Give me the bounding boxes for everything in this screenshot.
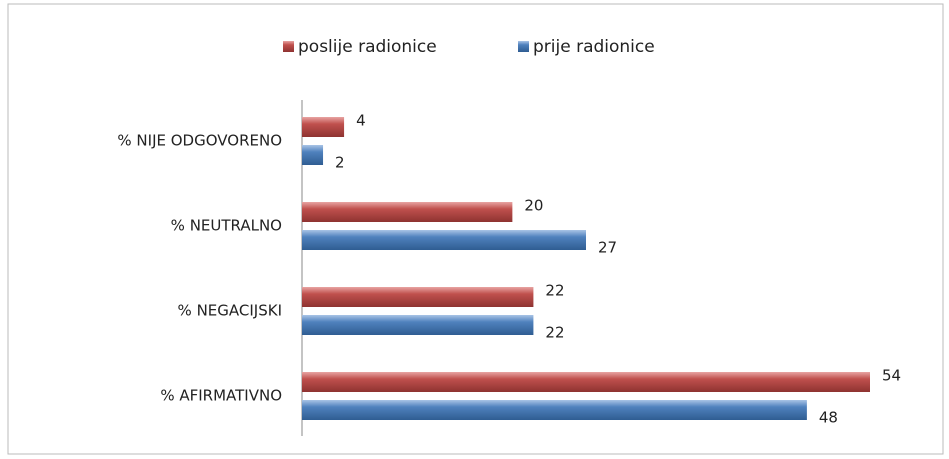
bar (302, 287, 534, 307)
value-label: 20 (524, 197, 543, 215)
bar (302, 400, 807, 420)
value-label: 22 (545, 324, 564, 342)
category-label: % AFIRMATIVNO (160, 387, 282, 405)
legend-swatch (283, 41, 294, 52)
category-label: % NIJE ODGOVORENO (117, 132, 282, 150)
category-label: % NEUTRALNO (171, 217, 282, 235)
bar (302, 230, 586, 250)
bar (302, 145, 324, 165)
value-label: 4 (356, 112, 366, 130)
bar (302, 202, 513, 222)
value-label: 54 (882, 367, 901, 385)
value-label: 2 (335, 154, 345, 172)
value-label: 27 (598, 239, 617, 257)
bar (302, 315, 534, 335)
legend-swatch (518, 41, 529, 52)
category-label: % NEGACIJSKI (178, 302, 282, 320)
value-label: 48 (819, 409, 838, 427)
bar (302, 372, 870, 392)
bar (302, 117, 345, 137)
value-label: 22 (545, 282, 564, 300)
legend-label: poslije radionice (298, 37, 437, 57)
legend-label: prije radionice (533, 37, 655, 57)
